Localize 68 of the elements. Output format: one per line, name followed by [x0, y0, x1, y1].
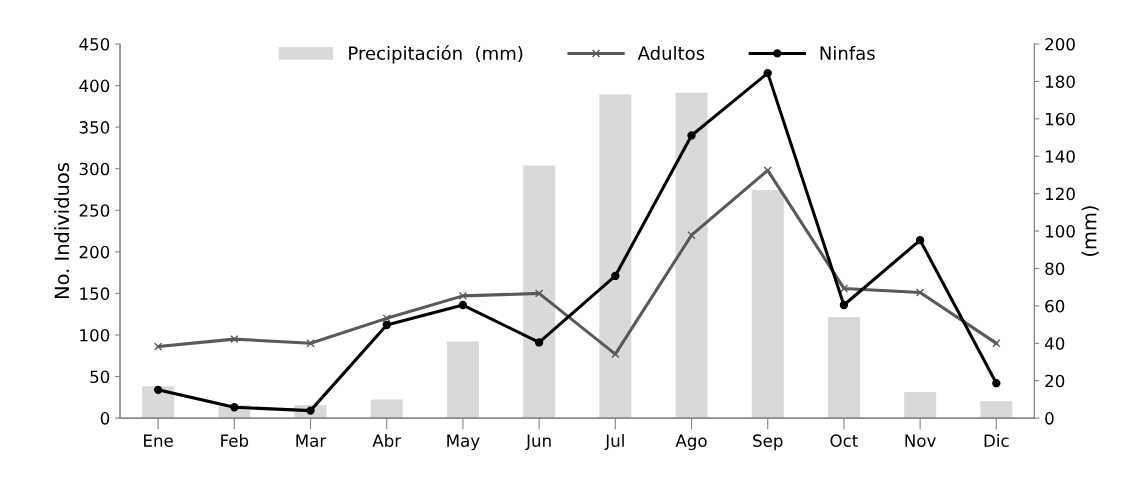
y-tick-label: 150 [80, 287, 110, 300]
y2-tick-label: 100 [1045, 225, 1075, 238]
y2-tick-label: 20 [1045, 374, 1065, 388]
point [153, 385, 163, 394]
x-tick-label: Jul [604, 434, 624, 451]
point [382, 314, 391, 323]
x-tick-label: Oct [830, 434, 858, 447]
bar [751, 189, 784, 419]
x-tick-label: May [447, 434, 480, 451]
point [230, 334, 239, 344]
point [839, 284, 849, 293]
point [763, 166, 772, 175]
x-tick-label: Sep [753, 434, 783, 451]
y2-axis-title: (mm) [1081, 206, 1099, 256]
legend-label: Precipitación (mm) [349, 45, 523, 64]
point [306, 339, 315, 348]
point [534, 338, 544, 347]
y-tick-label: 300 [79, 162, 110, 176]
x-tick-label: Jun [525, 434, 551, 451]
y2-tick-label: 200 [1045, 37, 1075, 51]
point [382, 320, 391, 330]
y-tick-label: 0 [100, 412, 110, 425]
bar [675, 92, 708, 419]
y2-tick-label: 40 [1044, 337, 1065, 350]
y-tick-label: 450 [79, 37, 110, 51]
y2-tick-label: 80 [1045, 262, 1065, 276]
point [458, 291, 468, 301]
point [611, 349, 620, 359]
y-tick-label: 250 [79, 204, 110, 217]
x-tick-label: Mar [296, 434, 327, 447]
y-tick-label: 350 [79, 121, 110, 134]
point [839, 300, 849, 310]
point [687, 131, 696, 140]
x-tick-label: Abr [372, 434, 402, 447]
point [915, 288, 925, 297]
point [992, 379, 1001, 388]
bar [370, 399, 403, 419]
y2-tick-label: 140 [1045, 150, 1075, 163]
y2-tick-label: 120 [1045, 187, 1075, 201]
point [763, 68, 772, 78]
y2-tick-label: 0 [1045, 412, 1054, 425]
x-tick-label: Nov [905, 434, 936, 447]
bar [523, 165, 556, 419]
y-axis-title: No. Individuos [54, 163, 70, 299]
x-tick-label: Dic [984, 434, 1009, 447]
x-tick-label: Ene [144, 434, 173, 447]
y2-tick-label: 180 [1045, 75, 1075, 88]
point [992, 339, 1001, 348]
legend-label: Adultos [637, 46, 705, 60]
bar [599, 94, 632, 419]
bar [446, 341, 479, 419]
y-tick-label: 50 [90, 370, 110, 384]
y2-tick-label: 160 [1045, 112, 1075, 126]
y-tick-label: 100 [80, 328, 110, 342]
y2-tick-label: 60 [1045, 299, 1065, 313]
point [458, 300, 468, 310]
bar [904, 391, 937, 419]
point [153, 342, 163, 351]
bar [980, 401, 1013, 419]
y-tick-label: 200 [79, 245, 110, 259]
x-tick-label: Ago [675, 434, 707, 451]
point [611, 271, 620, 281]
y-tick-label: 400 [79, 79, 110, 93]
point [915, 236, 925, 245]
legend-label: Ninfas [820, 46, 875, 60]
bar [827, 317, 860, 419]
point [534, 289, 544, 298]
x-tick-label: Feb [221, 434, 249, 447]
